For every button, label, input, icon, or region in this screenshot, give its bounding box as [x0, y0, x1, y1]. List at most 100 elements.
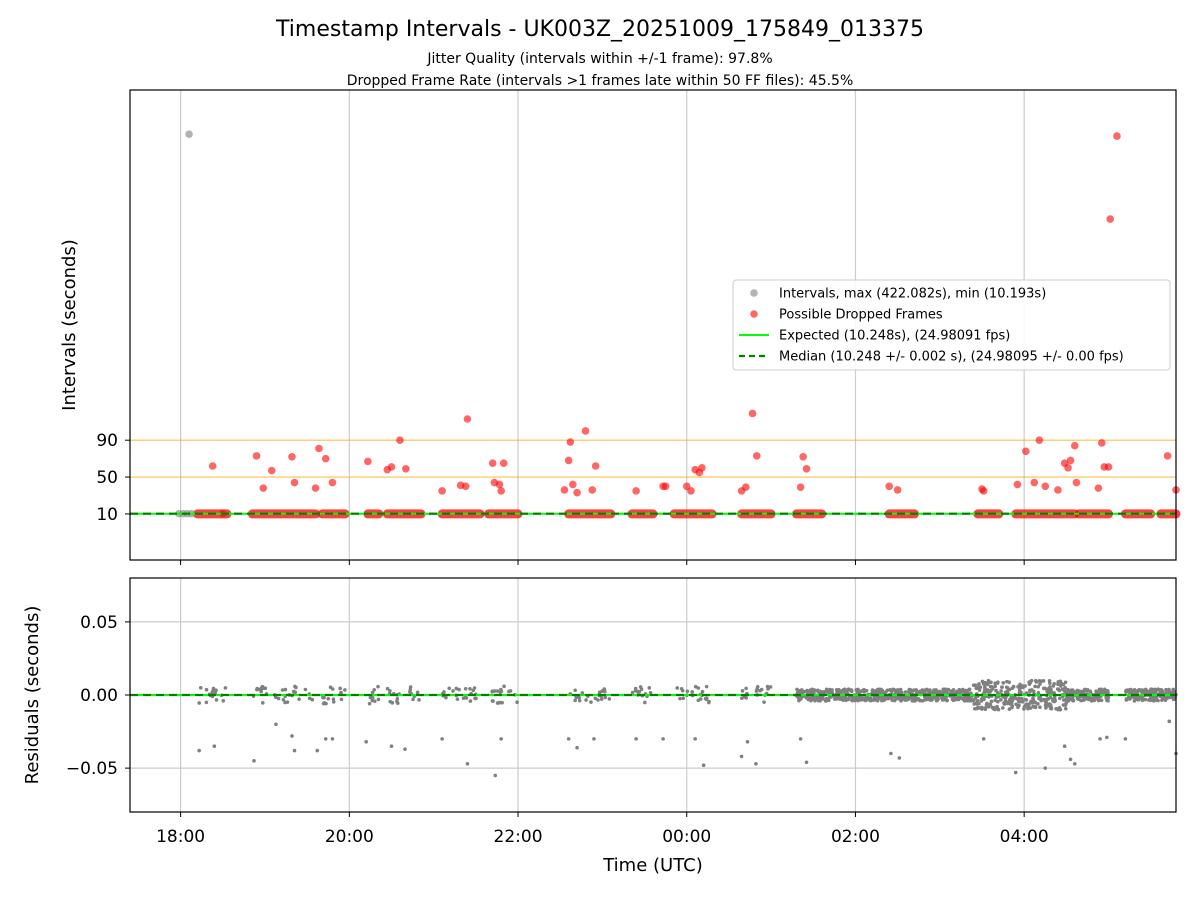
residual-point: [321, 695, 325, 700]
residual-point: [1168, 695, 1172, 700]
dropped-frame-point: [698, 464, 706, 472]
residual-point: [993, 681, 997, 686]
residual-point: [1054, 706, 1058, 711]
residual-outlier-point: [1105, 735, 1109, 740]
residual-point: [447, 686, 452, 691]
residual-point: [607, 697, 612, 701]
residual-point: [805, 688, 809, 693]
dropped-frame-point: [632, 487, 640, 495]
residual-point: [468, 686, 472, 691]
residual-outlier-point: [745, 740, 750, 744]
residual-point: [935, 690, 940, 695]
residual-point: [411, 697, 415, 702]
residual-point: [372, 687, 377, 692]
dropped-frame-point: [799, 452, 807, 461]
residual-point: [896, 696, 901, 701]
dropped-frame-point: [1030, 478, 1039, 487]
residual-point: [376, 684, 380, 689]
residual-outlier-point: [493, 773, 498, 778]
residual-point: [1133, 695, 1137, 700]
residual-point: [322, 701, 327, 705]
residual-point: [906, 696, 910, 700]
chart-subtitle-dropped: Dropped Frame Rate (intervals >1 frames …: [347, 73, 854, 89]
residual-point: [1143, 688, 1148, 693]
bottom-ylabel: Residuals (seconds): [22, 606, 43, 785]
residual-point: [740, 696, 744, 701]
residual-point: [980, 705, 984, 710]
residual-point: [1011, 684, 1016, 689]
dropped-frame-point: [564, 456, 573, 465]
residual-point: [935, 698, 939, 703]
residual-point: [980, 679, 985, 684]
dropped-frame-point: [1113, 132, 1121, 140]
residual-point: [326, 696, 331, 701]
residual-point: [1048, 687, 1053, 692]
residual-point: [967, 687, 972, 692]
residual-point: [648, 690, 653, 695]
residual-point: [463, 686, 468, 691]
dropped-frame-point: [259, 484, 268, 492]
legend-entry-label: Intervals, max (422.082s), min (10.193s): [779, 287, 1046, 302]
residual-point: [1072, 689, 1076, 694]
residual-point: [755, 687, 759, 691]
dropped-frame-point: [267, 466, 276, 475]
residual-point: [260, 684, 265, 689]
residual-point: [197, 701, 202, 705]
legend-box: [732, 279, 1171, 371]
residual-point: [388, 688, 392, 693]
residual-outlier-point: [1068, 757, 1073, 762]
residual-point: [1140, 697, 1145, 701]
residual-point: [1143, 697, 1148, 702]
residual-point: [457, 687, 461, 692]
dropped-frame-point: [1094, 484, 1103, 492]
residual-point: [1034, 678, 1038, 683]
intervals-panel: 10 50 90: [96, 89, 1181, 565]
residual-point: [903, 690, 908, 694]
residual-outlier-point: [403, 747, 407, 751]
residual-point: [850, 698, 854, 702]
residual-point: [740, 689, 745, 693]
residual-point: [1163, 698, 1168, 703]
dropped-frame-point: [1097, 439, 1106, 447]
residual-point: [955, 690, 960, 694]
residual-point: [283, 687, 288, 692]
residual-point: [999, 689, 1003, 693]
residual-point: [395, 697, 400, 701]
residual-outlier-point: [889, 751, 893, 756]
residual-point: [260, 701, 265, 705]
bottom-y-tick-label: 0.00: [80, 686, 118, 706]
residual-point: [945, 698, 949, 703]
residual-point: [975, 702, 979, 706]
residual-point: [1151, 689, 1155, 694]
residual-point: [603, 689, 607, 694]
residual-point: [1023, 697, 1028, 702]
residual-point: [974, 686, 979, 691]
residual-point: [1043, 700, 1048, 704]
residual-outlier-point: [252, 759, 256, 763]
residual-point: [1018, 685, 1023, 690]
residual-point: [1010, 705, 1014, 710]
residual-point: [994, 695, 999, 699]
residual-point: [444, 695, 448, 700]
residual-point: [1063, 685, 1067, 690]
residual-point: [643, 700, 647, 705]
residual-point: [826, 698, 831, 703]
residual-point: [915, 690, 919, 695]
dropped-frame-point: [488, 459, 497, 468]
residual-outlier-point: [315, 748, 320, 753]
residual-point: [307, 696, 312, 701]
residual-point: [593, 696, 598, 701]
residual-point: [868, 698, 873, 703]
residual-point: [830, 688, 834, 692]
dropped-frame-point: [402, 464, 410, 473]
residual-point: [899, 690, 903, 694]
residual-point: [1140, 688, 1145, 692]
residual-outlier-point: [661, 737, 665, 741]
residual-point: [681, 696, 686, 701]
residual-point: [498, 690, 503, 694]
residual-point: [986, 680, 991, 685]
residual-point: [1041, 686, 1046, 691]
residual-point: [1063, 680, 1068, 685]
residual-point: [515, 700, 519, 705]
